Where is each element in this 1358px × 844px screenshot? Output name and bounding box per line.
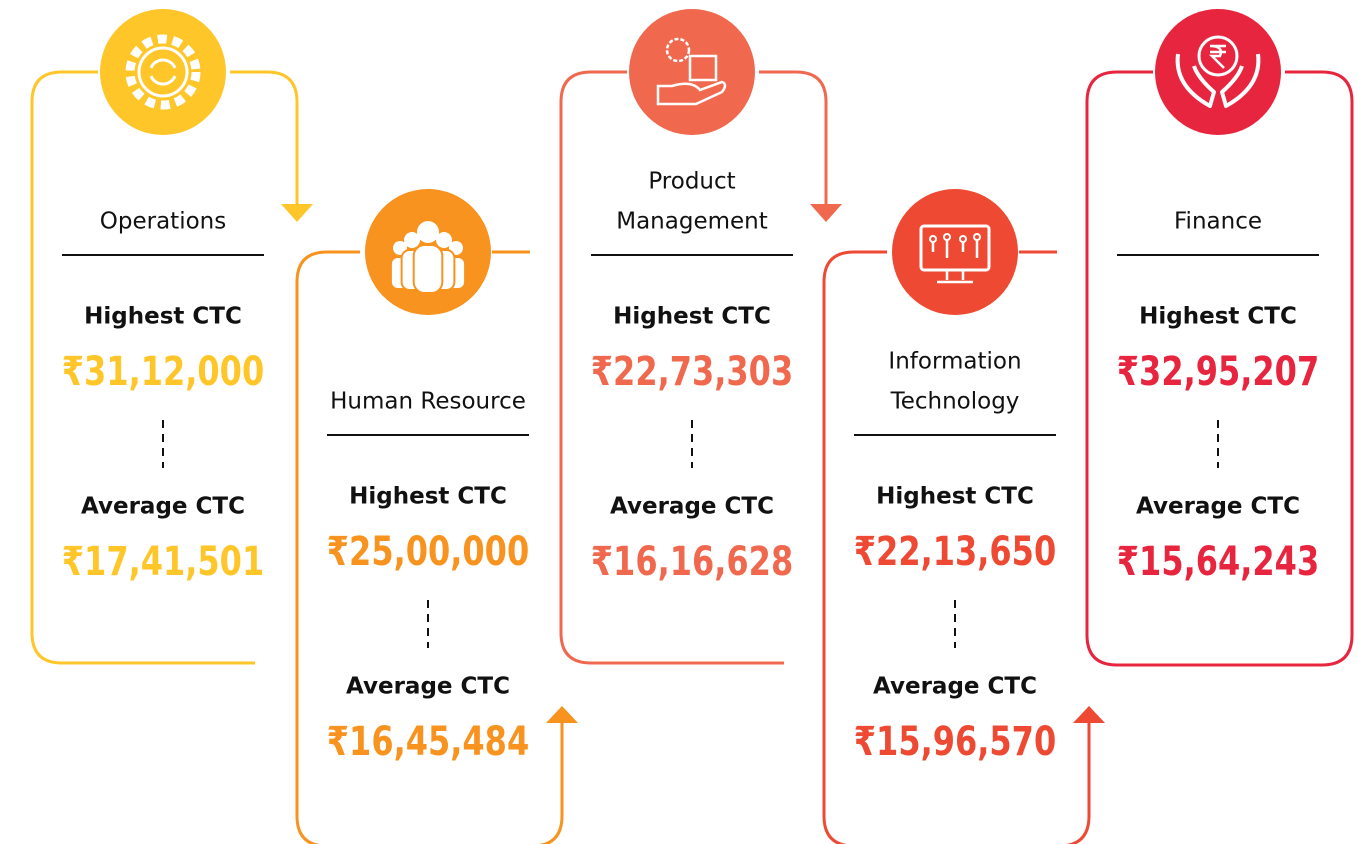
average-label: Average CTC: [81, 494, 245, 520]
icon-part: [404, 232, 420, 248]
average-value-wrap: ₹16,45,484: [327, 717, 529, 764]
highest-label: Highest CTC: [876, 484, 1034, 510]
card-border: [30, 70, 299, 665]
icon-part: [665, 37, 691, 63]
department-name: Information: [888, 349, 1021, 375]
highest-label: Highest CTC: [1139, 304, 1297, 330]
department-name: Product: [648, 169, 735, 195]
highest-value-wrap: ₹25,00,000: [327, 527, 529, 574]
highest-label: Highest CTC: [613, 304, 771, 330]
arrow-head: [810, 204, 842, 222]
icon-part: [1175, 53, 1261, 108]
arrow-head: [281, 204, 313, 222]
icon: [389, 221, 467, 294]
arrow-head: [546, 706, 578, 723]
department-card: Finance Highest CTC ₹32,95,207 Average CTC ₹…: [1085, 9, 1354, 667]
highest-value: ₹22,13,650: [854, 527, 1056, 574]
icon-part: [125, 34, 201, 110]
highest-value: ₹25,00,000: [327, 527, 529, 574]
average-value: ₹16,16,628: [591, 537, 793, 584]
department-card: Human Resource Highest CTC ₹25,00,000 Avera…: [295, 189, 578, 844]
icon-circle: [629, 9, 755, 135]
icon-part: [931, 240, 979, 284]
average-label: Average CTC: [346, 674, 510, 700]
average-value: ₹16,45,484: [327, 717, 529, 764]
icon-part: [973, 233, 981, 241]
card-border: [295, 250, 564, 844]
average-value-wrap: ₹17,41,501: [62, 537, 264, 584]
average-value-wrap: ₹15,64,243: [1117, 537, 1319, 584]
average-value: ₹15,64,243: [1117, 537, 1319, 584]
icon-part: [149, 58, 177, 86]
icon: [919, 224, 991, 284]
highest-value: ₹31,12,000: [62, 347, 264, 394]
highest-label: Highest CTC: [84, 304, 242, 330]
average-value: ₹17,41,501: [62, 537, 264, 584]
icon: [656, 37, 727, 106]
icon-part: [929, 235, 937, 243]
highest-value-wrap: ₹22,13,650: [854, 527, 1056, 574]
icon-part: [1197, 35, 1239, 77]
department-card: Operations Highest CTC ₹31,12,000 Average C…: [30, 9, 313, 665]
icon: [125, 34, 201, 110]
icon-part: [656, 80, 727, 106]
icon-part: [1208, 44, 1226, 69]
icon-part: [943, 233, 951, 241]
arrow-head: [1073, 706, 1105, 723]
department-name: Human Resource: [330, 389, 526, 415]
department-card: Product Management Highest CTC ₹22,73,303 Av…: [559, 9, 842, 665]
average-value-wrap: ₹15,96,570: [854, 717, 1056, 764]
department-name: Technology: [890, 389, 1020, 415]
icon-part: [137, 46, 189, 98]
icon-part: [959, 235, 967, 243]
highest-value-wrap: ₹22,73,303: [591, 347, 793, 394]
average-label: Average CTC: [873, 674, 1037, 700]
icon-part: [919, 224, 991, 272]
highest-value: ₹22,73,303: [591, 347, 793, 394]
department-name: Finance: [1174, 209, 1262, 235]
average-value: ₹15,96,570: [854, 717, 1056, 764]
highest-value-wrap: ₹31,12,000: [62, 347, 264, 394]
icon-part: [417, 221, 439, 243]
icon-circle: [892, 189, 1018, 315]
highest-value: ₹32,95,207: [1117, 347, 1319, 394]
icon-part: [412, 244, 444, 294]
department-name: Management: [616, 209, 768, 235]
highest-label: Highest CTC: [349, 484, 507, 510]
highest-value-wrap: ₹32,95,207: [1117, 347, 1319, 394]
average-label: Average CTC: [610, 494, 774, 520]
card-border: [559, 70, 828, 665]
card-border: [1085, 70, 1354, 667]
average-label: Average CTC: [1136, 494, 1300, 520]
icon-circle: [100, 9, 226, 135]
department-name: Operations: [100, 209, 226, 235]
icon-part: [436, 232, 452, 248]
department-card: Information Technology Highest CTC ₹22,13,6…: [822, 189, 1105, 844]
card-border: [822, 250, 1091, 844]
icon-part: [688, 54, 718, 82]
average-value-wrap: ₹16,16,628: [591, 537, 793, 584]
icon-circle: [1155, 9, 1281, 135]
icon: [1175, 35, 1261, 108]
